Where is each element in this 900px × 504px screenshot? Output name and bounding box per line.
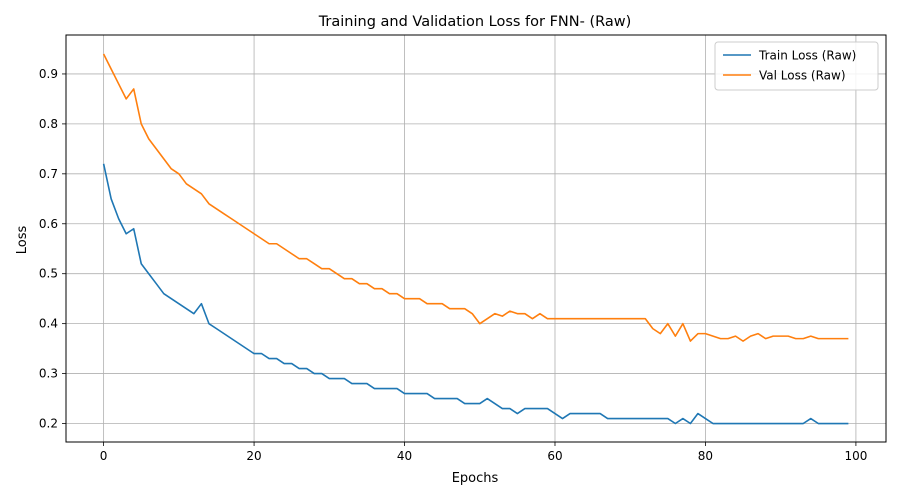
y-tick-label: 0.3 — [39, 367, 58, 381]
x-tick-label: 0 — [100, 449, 108, 463]
plot-frame — [65, 34, 887, 443]
y-tick-label: 0.5 — [39, 267, 58, 281]
x-tick-label: 20 — [246, 449, 261, 463]
x-tick-label: 100 — [844, 449, 867, 463]
legend-box — [714, 41, 879, 91]
legend: Train Loss (Raw) Val Loss (Raw) — [714, 41, 879, 91]
y-tick-label: 0.2 — [39, 417, 58, 431]
grid-lines — [66, 35, 886, 442]
y-tick-label: 0.8 — [39, 117, 58, 131]
y-axis-ticks: 0.2 0.3 0.4 0.5 0.6 0.7 0.8 0.9 — [39, 67, 66, 431]
x-axis-ticks: 0 20 40 60 80 100 — [100, 442, 867, 463]
chart-title: Training and Validation Loss for FNN- (R… — [318, 14, 632, 30]
x-tick-label: 80 — [698, 449, 713, 463]
legend-label: Train Loss (Raw) — [758, 49, 856, 63]
y-tick-label: 0.6 — [39, 217, 58, 231]
y-tick-label: 0.7 — [39, 167, 58, 181]
y-tick-label: 0.4 — [39, 317, 58, 331]
series-line-train-loss — [102, 163, 849, 425]
series-line-val-loss — [102, 53, 849, 342]
legend-label: Val Loss (Raw) — [759, 69, 846, 83]
y-tick-label: 0.9 — [39, 67, 58, 81]
x-tick-label: 40 — [397, 449, 412, 463]
x-tick-label: 60 — [547, 449, 562, 463]
y-axis-label: Loss — [15, 226, 30, 255]
series-lines — [102, 53, 849, 425]
x-axis-label: Epochs — [452, 471, 499, 486]
